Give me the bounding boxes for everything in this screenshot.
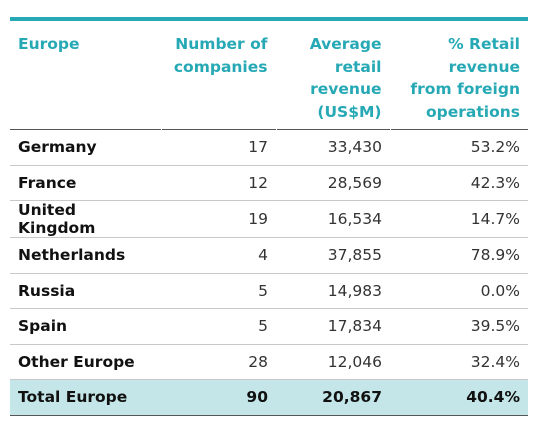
- header-region: Europe: [10, 17, 161, 130]
- row-foreign: 78.9%: [390, 237, 528, 274]
- table-row: Russia 5 14,983 0.0%: [10, 273, 528, 309]
- row-name: Germany: [10, 129, 161, 166]
- row-revenue: 16,534: [276, 200, 390, 238]
- table-row: Other Europe 28 12,046 32.4%: [10, 344, 528, 380]
- row-name: United Kingdom: [10, 200, 161, 238]
- header-line: (US$M): [317, 102, 382, 121]
- header-line: companies: [173, 57, 268, 76]
- row-revenue: 33,430: [276, 129, 390, 166]
- row-foreign: 32.4%: [390, 344, 528, 380]
- header-line: Europe: [18, 35, 80, 53]
- table-row: Germany 17 33,430 53.2%: [10, 129, 528, 166]
- row-companies: 19: [161, 200, 276, 238]
- total-name: Total Europe: [10, 379, 161, 416]
- row-companies: 5: [161, 308, 276, 345]
- row-revenue: 14,983: [276, 273, 390, 309]
- total-row: Total Europe 90 20,867 40.4%: [10, 379, 528, 416]
- row-foreign: 53.2%: [390, 129, 528, 166]
- row-name: Netherlands: [10, 237, 161, 274]
- header-line: from foreign: [410, 80, 520, 98]
- header-foreign: % Retail revenue from foreign operations: [389, 17, 528, 130]
- total-foreign: 40.4%: [390, 379, 528, 416]
- row-companies: 4: [161, 237, 276, 274]
- row-name: France: [10, 165, 161, 201]
- row-foreign: 14.7%: [390, 200, 528, 238]
- row-revenue: 28,569: [276, 165, 390, 201]
- header-row: Europe Number of companies Average retai…: [10, 17, 528, 130]
- row-companies: 17: [161, 129, 276, 166]
- table-row: France 12 28,569 42.3%: [10, 165, 528, 201]
- header-revenue: Average retail revenue (US$M): [275, 17, 390, 130]
- row-companies: 28: [161, 344, 276, 380]
- row-companies: 5: [161, 273, 276, 309]
- row-foreign: 39.5%: [390, 308, 528, 345]
- header-line: Average: [309, 35, 382, 53]
- row-revenue: 17,834: [276, 308, 390, 345]
- row-foreign: 42.3%: [390, 165, 528, 201]
- row-companies: 12: [161, 165, 276, 201]
- header-line: retail: [334, 57, 382, 76]
- row-name: Other Europe: [10, 344, 161, 380]
- total-companies: 90: [161, 379, 276, 416]
- header-companies: Number of companies: [160, 17, 276, 130]
- row-revenue: 12,046: [276, 344, 390, 380]
- header-line: Number of: [175, 35, 268, 53]
- table-row: Netherlands 4 37,855 78.9%: [10, 237, 528, 274]
- header-line: revenue: [448, 57, 520, 76]
- header-line: revenue: [310, 80, 382, 98]
- total-revenue: 20,867: [276, 379, 390, 416]
- row-name: Spain: [10, 308, 161, 345]
- row-name: Russia: [10, 273, 161, 309]
- header-line: operations: [426, 102, 520, 121]
- row-revenue: 37,855: [276, 237, 390, 274]
- row-foreign: 0.0%: [390, 273, 528, 309]
- europe-retail-table: Europe Number of companies Average retai…: [10, 17, 528, 416]
- header-line: % Retail: [448, 35, 520, 53]
- table-row: Spain 5 17,834 39.5%: [10, 308, 528, 345]
- table-row: United Kingdom 19 16,534 14.7%: [10, 200, 528, 238]
